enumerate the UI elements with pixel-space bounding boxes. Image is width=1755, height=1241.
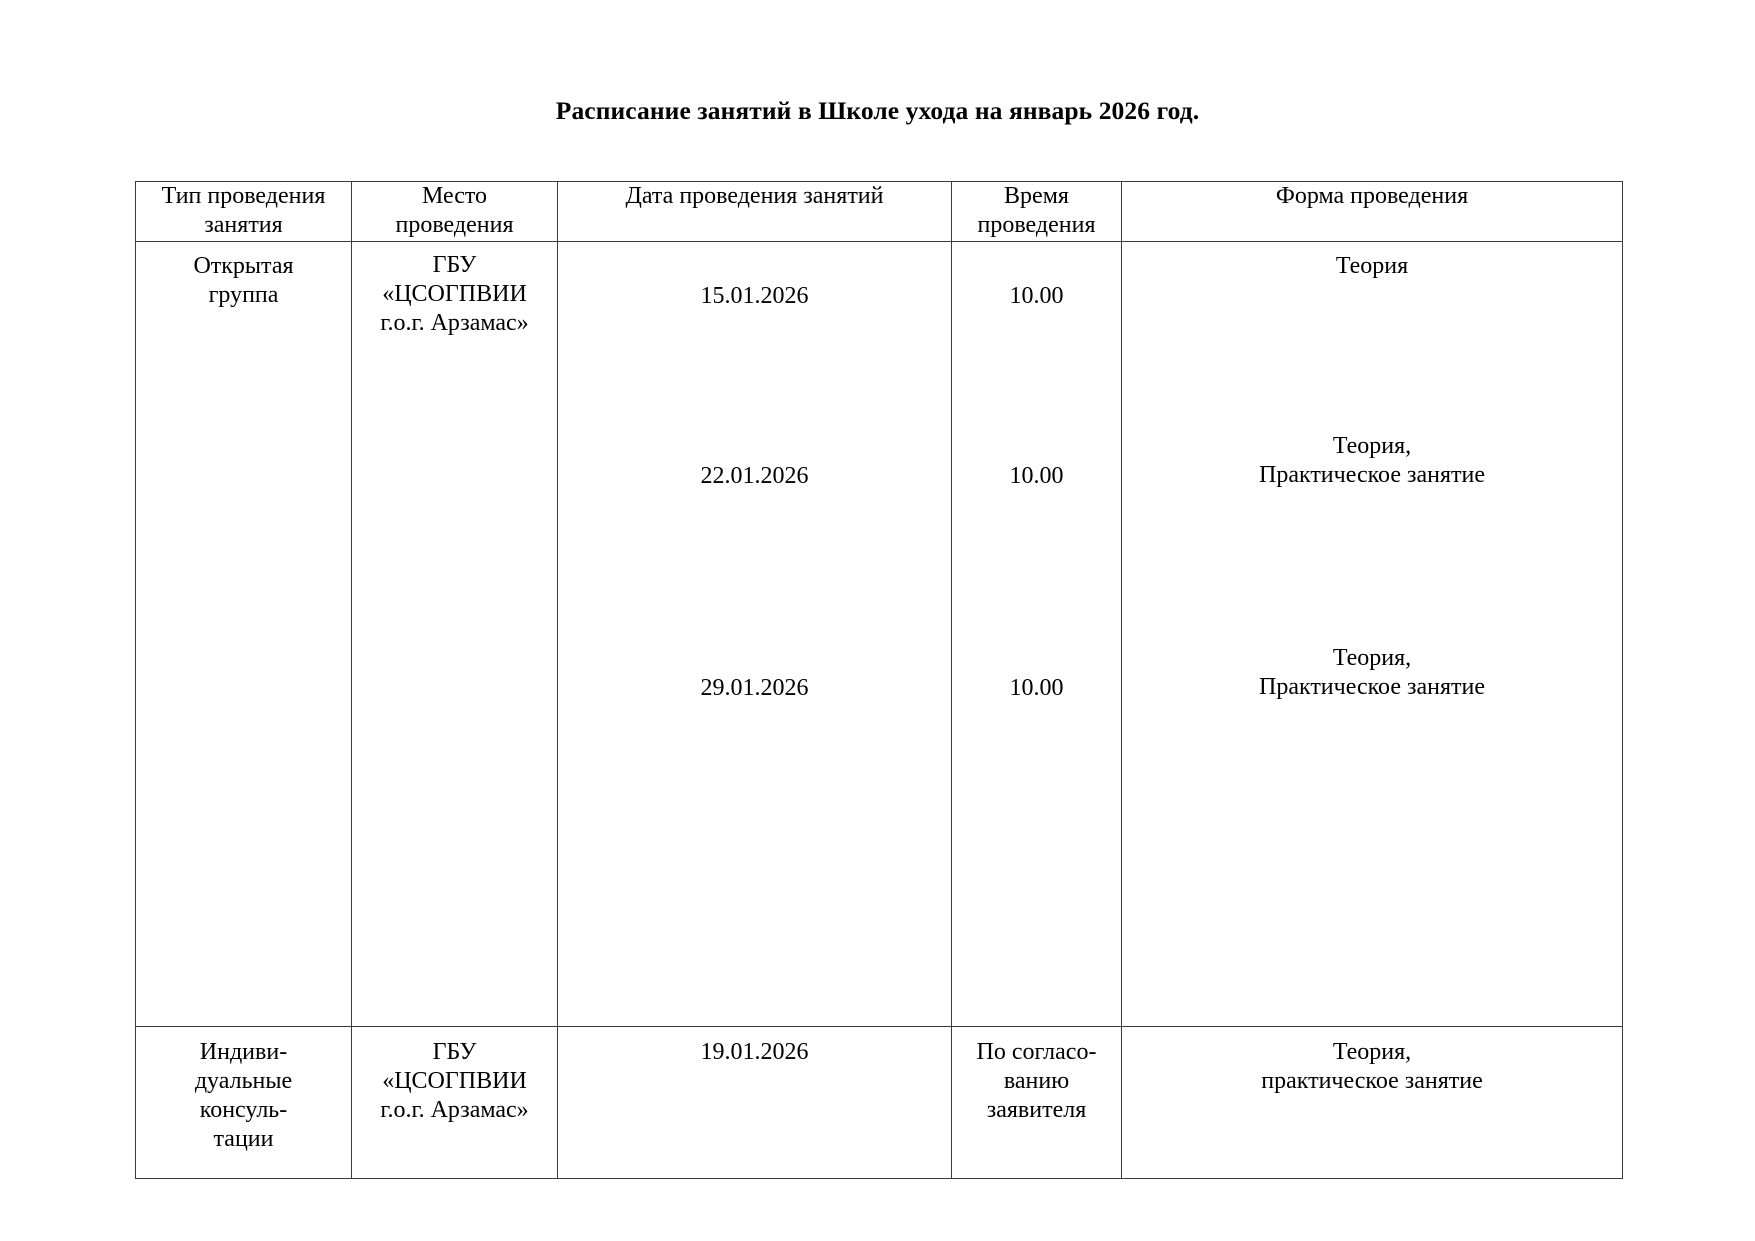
form-line2: практическое занятие	[1261, 1067, 1483, 1094]
table-row-open-group: Открытая группа ГБУ «ЦСОГПВИИ г.о.г. Арз…	[135, 240, 1623, 1027]
column-header-place-line2: проведения	[395, 212, 514, 239]
type-line2: дуальные	[194, 1067, 293, 1094]
session-date-individual: 19.01.2026	[700, 1038, 809, 1065]
session-time-1: 10.00	[1009, 282, 1064, 309]
cell-forms-open-group: Теория Теория, Практическое занятие Теор…	[1121, 240, 1623, 1027]
column-header-time: Время проведения	[951, 181, 1122, 242]
place-line1: ГБУ	[432, 1038, 477, 1065]
session-form-3: Теория, Практическое занятие	[1122, 644, 1622, 703]
type-line3: консуль-	[199, 1097, 288, 1124]
column-header-type-line1: Тип проведения	[161, 183, 326, 209]
session-form-individual: Теория, практическое занятие	[1122, 1038, 1622, 1097]
cell-times-open-group: 10.00 10.00 10.00	[951, 240, 1122, 1027]
session-time-3: 10.00	[1009, 674, 1064, 701]
page-title: Расписание занятий в Школе ухода на янва…	[555, 96, 1200, 125]
time-line1: По согласо-	[976, 1038, 1097, 1065]
place-text-individual: ГБУ «ЦСОГПВИИ г.о.г. Арзамас»	[352, 1038, 557, 1126]
cell-date-individual: 19.01.2026	[557, 1025, 952, 1179]
place-line2: «ЦСОГПВИИ	[382, 280, 527, 307]
column-header-time-line2: проведения	[977, 212, 1096, 239]
column-header-type: Тип проведения занятия	[135, 181, 352, 242]
session-date-2: 22.01.2026	[700, 462, 809, 489]
column-header-place-line1: Место	[421, 183, 488, 209]
table-header: Тип проведения занятия Место проведения …	[135, 181, 1623, 242]
session-form-1: Теория	[1122, 252, 1622, 281]
table-body: Открытая группа ГБУ «ЦСОГПВИИ г.о.г. Арз…	[135, 240, 1623, 1179]
place-line2: «ЦСОГПВИИ	[382, 1067, 527, 1094]
place-line3: г.о.г. Арзамас»	[380, 310, 529, 337]
session-form-2: Теория, Практическое занятие	[1122, 432, 1622, 491]
form-line1: Теория,	[1332, 1038, 1412, 1065]
column-header-type-line2: занятия	[204, 212, 283, 239]
cell-place-individual: ГБУ «ЦСОГПВИИ г.о.г. Арзамас»	[351, 1025, 558, 1179]
place-line1: ГБУ	[432, 251, 477, 278]
cell-type-individual: Индиви- дуальные консуль- тации	[135, 1025, 352, 1179]
table-row-individual-consultations: Индиви- дуальные консуль- тации ГБУ «ЦСО…	[135, 1025, 1623, 1179]
session-form-3-line2: Практическое занятие	[1258, 673, 1486, 700]
session-form-1-line1: Теория	[1335, 252, 1409, 279]
cell-dates-open-group: 15.01.2026 22.01.2026 29.01.2026	[557, 240, 952, 1027]
column-header-date: Дата проведения занятий	[557, 181, 952, 242]
session-date-3: 29.01.2026	[700, 674, 809, 701]
type-line2: группа	[208, 281, 279, 308]
session-time-2: 10.00	[1009, 462, 1064, 489]
column-header-date-line1: Дата проведения занятий	[625, 183, 884, 209]
cell-type-open-group: Открытая группа	[135, 240, 352, 1027]
column-header-time-line1: Время	[1004, 183, 1069, 209]
type-text-individual: Индиви- дуальные консуль- тации	[136, 1038, 351, 1155]
column-header-form: Форма проведения	[1121, 181, 1623, 242]
schedule-table-container: Тип проведения занятия Место проведения …	[135, 181, 1623, 1179]
session-form-2-line1: Теория,	[1332, 432, 1412, 459]
session-time-individual: По согласо- ванию заявителя	[952, 1038, 1121, 1126]
time-line2: ванию	[1003, 1067, 1070, 1094]
place-text-open-group: ГБУ «ЦСОГПВИИ г.о.г. Арзамас»	[352, 251, 557, 339]
time-line3: заявителя	[986, 1097, 1087, 1124]
place-line3: г.о.г. Арзамас»	[380, 1097, 529, 1124]
type-line4: тации	[213, 1126, 274, 1153]
session-date-1: 15.01.2026	[700, 282, 809, 309]
type-text-open-group: Открытая группа	[136, 252, 351, 311]
type-line1: Открытая	[193, 252, 294, 279]
column-header-place: Место проведения	[351, 181, 558, 242]
column-header-form-line1: Форма проведения	[1275, 183, 1469, 209]
session-form-2-line2: Практическое занятие	[1258, 461, 1486, 488]
type-line1: Индиви-	[199, 1038, 288, 1065]
session-form-3-line1: Теория,	[1332, 644, 1412, 671]
cell-place-open-group: ГБУ «ЦСОГПВИИ г.о.г. Арзамас»	[351, 240, 558, 1027]
header-row: Тип проведения занятия Место проведения …	[135, 181, 1623, 242]
schedule-table: Тип проведения занятия Место проведения …	[135, 181, 1623, 1179]
cell-form-individual: Теория, практическое занятие	[1121, 1025, 1623, 1179]
cell-time-individual: По согласо- ванию заявителя	[951, 1025, 1122, 1179]
